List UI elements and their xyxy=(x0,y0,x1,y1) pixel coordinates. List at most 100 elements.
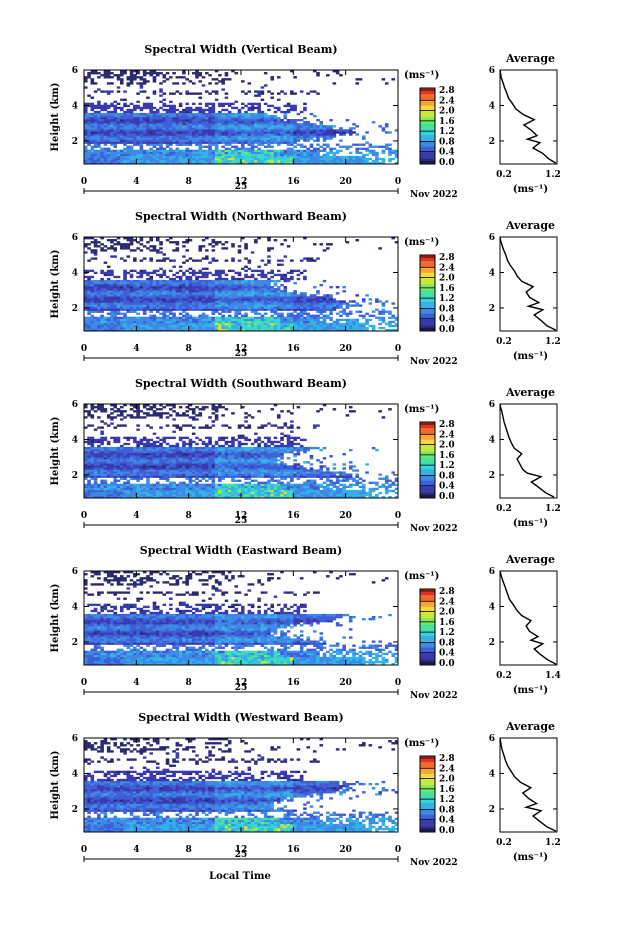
heatmap-cell xyxy=(254,279,258,283)
heatmap-cell xyxy=(267,108,271,112)
heatmap-cell xyxy=(273,157,278,161)
heatmap-cell xyxy=(211,110,216,114)
heatmap-cell xyxy=(165,131,170,134)
heatmap-cell xyxy=(97,451,101,454)
heatmap-cell xyxy=(146,117,150,120)
heatmap-cell xyxy=(136,100,140,103)
heatmap-cell xyxy=(276,290,281,293)
heatmap-cell xyxy=(286,314,291,317)
heatmap-cell xyxy=(218,292,222,295)
heatmap-cell xyxy=(159,88,163,91)
heatmap-cell xyxy=(106,442,111,446)
heatmap-cell xyxy=(227,110,232,114)
heatmap-cell xyxy=(267,284,271,287)
heatmap-cell xyxy=(87,453,91,456)
heatmap-cell xyxy=(231,137,235,140)
heatmap-cell xyxy=(90,304,95,307)
heatmap-cell xyxy=(165,114,170,118)
heatmap-cell xyxy=(191,102,196,106)
heatmap-cell xyxy=(188,131,193,134)
heatmap-cell xyxy=(100,155,104,159)
heatmap-cell xyxy=(97,125,101,128)
heatmap-cell xyxy=(299,298,304,301)
heatmap-cell xyxy=(224,247,229,250)
heatmap-cell xyxy=(93,245,98,248)
heatmap-cell xyxy=(227,104,232,108)
heatmap-cell xyxy=(93,459,98,462)
heatmap-cell xyxy=(257,129,261,132)
heatmap-cell xyxy=(195,286,199,289)
heatmap-cell xyxy=(116,86,121,89)
heatmap-cell xyxy=(84,149,88,153)
heatmap-cell xyxy=(165,292,170,295)
heatmap-cell xyxy=(185,106,189,110)
heatmap-cell xyxy=(152,304,157,307)
heatmap-cell xyxy=(110,161,114,165)
heatmap-cell xyxy=(159,139,163,142)
heatmap-cell xyxy=(214,161,219,165)
heatmap-cell xyxy=(254,290,258,293)
heatmap-cell xyxy=(254,141,258,144)
heatmap-cell xyxy=(188,127,193,130)
heatmap-cell xyxy=(159,300,163,303)
heatmap-cell xyxy=(273,300,278,303)
heatmap-cell xyxy=(87,455,91,458)
heatmap-cell xyxy=(100,271,104,275)
heatmap-cell xyxy=(126,147,131,150)
heatmap-cell xyxy=(254,306,258,309)
heatmap-cell xyxy=(110,451,114,454)
heatmap-cell xyxy=(169,129,173,132)
heatmap-cell xyxy=(198,155,203,159)
heatmap-cell xyxy=(273,137,278,140)
heatmap-cell xyxy=(116,281,121,285)
heatmap-cell xyxy=(326,157,330,161)
heatmap-cell xyxy=(299,302,304,305)
heatmap-cell xyxy=(270,145,275,148)
heatmap-cell xyxy=(198,137,203,140)
heatmap-cell xyxy=(87,157,91,161)
heatmap-cell xyxy=(90,286,95,289)
heatmap-cell xyxy=(152,249,157,252)
heatmap-cell xyxy=(250,117,255,120)
heatmap-cell xyxy=(93,471,98,474)
heatmap-cell xyxy=(250,310,255,313)
heatmap-cell xyxy=(113,326,118,330)
heatmap-cell xyxy=(231,70,235,73)
heatmap-cell xyxy=(133,326,137,330)
heatmap-cell xyxy=(257,328,261,332)
heatmap-cell xyxy=(224,125,229,128)
heatmap-cell xyxy=(326,135,330,138)
heatmap-cell xyxy=(116,475,121,478)
heatmap-cell xyxy=(146,80,150,83)
heatmap-cell xyxy=(280,139,284,142)
heatmap-cell xyxy=(231,119,235,122)
heatmap-cell xyxy=(106,114,111,118)
heatmap-cell xyxy=(100,277,104,281)
heatmap-cell xyxy=(218,112,222,116)
heatmap-cell xyxy=(316,131,320,134)
heatmap-cell xyxy=(218,155,222,159)
heatmap-cell xyxy=(113,436,118,440)
heatmap-cell xyxy=(316,300,320,303)
heatmap-cell xyxy=(371,159,376,163)
heatmap-cell xyxy=(208,281,212,285)
heatmap-cell xyxy=(142,279,147,283)
heatmap-cell xyxy=(352,123,356,126)
heatmap-cell xyxy=(205,296,209,299)
heatmap-cell xyxy=(90,155,95,159)
heatmap-cell xyxy=(97,155,101,159)
heatmap-cell xyxy=(309,129,314,132)
heatmap-cell xyxy=(152,78,157,81)
heatmap-cell xyxy=(188,123,193,126)
heatmap-cell xyxy=(322,328,327,332)
heatmap-cell xyxy=(244,314,248,317)
heatmap-cell xyxy=(155,320,160,324)
heatmap-cell xyxy=(152,290,157,293)
heatmap-cell xyxy=(247,294,252,297)
heatmap-cell xyxy=(149,70,153,73)
heatmap-cell xyxy=(126,135,131,138)
heatmap-cell xyxy=(237,123,242,126)
heatmap-cell xyxy=(280,322,284,326)
heatmap-cell xyxy=(87,300,91,303)
heatmap-cell xyxy=(250,125,255,128)
